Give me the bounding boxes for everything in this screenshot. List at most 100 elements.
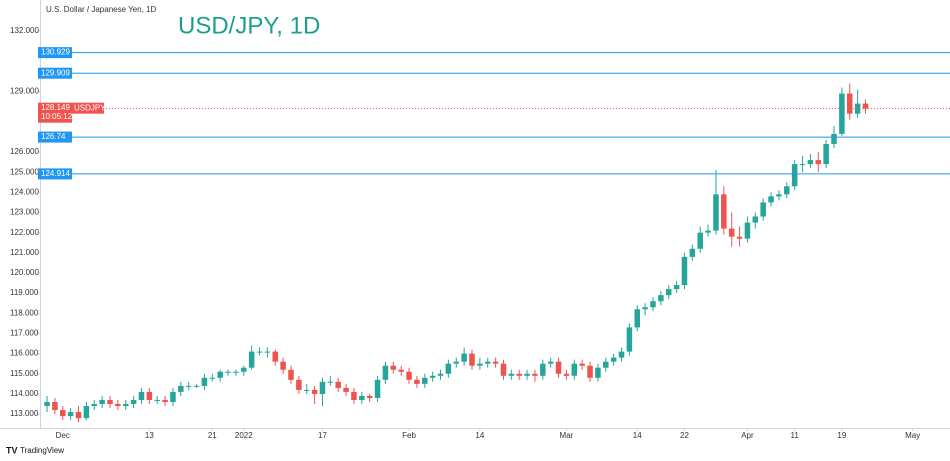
candle <box>799 156 806 173</box>
candle-body <box>217 371 223 378</box>
candle <box>130 395 137 409</box>
candle <box>311 385 318 405</box>
candle <box>422 373 428 388</box>
y-tick-label: 125.000 <box>10 167 39 176</box>
candle <box>170 387 176 407</box>
candle-body <box>587 365 593 378</box>
candle-body <box>115 404 121 407</box>
candle-body <box>343 387 349 392</box>
candle-body <box>209 377 216 379</box>
candle-body <box>610 357 617 362</box>
candle <box>555 357 562 378</box>
candle-body <box>524 373 530 376</box>
candle-body <box>547 361 554 364</box>
candle <box>823 139 829 169</box>
candle <box>272 349 279 366</box>
y-tick-label: 123.000 <box>10 208 39 217</box>
candle-body <box>736 236 743 239</box>
candle <box>445 359 452 378</box>
candle-body <box>744 222 751 239</box>
candle <box>201 373 208 390</box>
candle <box>398 365 404 376</box>
candle-body <box>335 381 341 388</box>
candle-body <box>516 373 522 376</box>
y-tick-label: 121.000 <box>10 248 39 257</box>
candle <box>760 198 766 221</box>
candle <box>807 154 814 169</box>
candle <box>642 303 648 316</box>
brand-name: TradingView <box>20 446 64 455</box>
candle-body <box>406 371 412 380</box>
x-tick-label: 22 <box>680 431 689 440</box>
candle <box>846 83 853 120</box>
candle-body <box>642 307 648 310</box>
candle-body <box>721 194 727 229</box>
candle-body <box>382 365 389 380</box>
candle <box>469 349 475 370</box>
candle-body <box>618 351 625 358</box>
candle-body <box>366 395 373 398</box>
candle <box>603 357 609 372</box>
candle <box>99 395 105 409</box>
candle-body <box>555 361 562 374</box>
candle <box>193 383 200 388</box>
candle-body <box>500 363 507 376</box>
candle <box>713 170 719 235</box>
y-tick-label: 113.000 <box>10 409 39 418</box>
symbol-box <box>72 102 104 114</box>
candle-body <box>831 133 837 144</box>
candle-body <box>60 410 66 417</box>
candle-body <box>138 391 145 400</box>
candle <box>414 375 420 388</box>
level-label: 129.909 <box>41 68 70 77</box>
candle-body <box>429 375 436 378</box>
candle-body <box>784 186 790 195</box>
candle <box>429 371 436 382</box>
level-label-box <box>38 168 72 180</box>
candle-body <box>799 164 806 166</box>
y-tick-label: 120.000 <box>10 268 39 277</box>
level-label: 124.914 <box>41 169 70 178</box>
candle <box>610 353 617 366</box>
candle <box>107 395 113 409</box>
candle <box>547 357 554 368</box>
candle-body <box>288 369 294 380</box>
candle-body <box>705 230 711 233</box>
candle <box>571 359 578 380</box>
candle-body <box>807 160 814 165</box>
candle-body <box>540 363 546 376</box>
y-tick-label: 119.000 <box>10 288 39 297</box>
level-label-box <box>38 131 72 143</box>
candle <box>516 369 522 380</box>
candle <box>359 391 365 405</box>
candle-body <box>130 399 137 405</box>
candle <box>752 212 759 229</box>
candle <box>366 393 373 402</box>
candle <box>162 395 168 407</box>
candle-body <box>776 194 782 197</box>
level-label: 126.74 <box>41 132 66 141</box>
candle-body <box>477 363 483 366</box>
y-tick-label: 115.000 <box>10 369 39 378</box>
candle <box>524 369 530 380</box>
level-label-box <box>38 67 72 79</box>
candle-body <box>303 389 310 391</box>
candle <box>256 347 263 356</box>
candle-body <box>626 327 633 352</box>
y-tick-label: 132.000 <box>10 26 39 35</box>
candle <box>839 87 845 136</box>
candle-body <box>170 391 176 402</box>
candle-body <box>508 373 515 376</box>
candle <box>52 397 58 415</box>
candle <box>540 359 546 380</box>
candle <box>815 152 822 173</box>
candle <box>673 281 680 294</box>
candle <box>178 381 184 396</box>
candle-body <box>241 367 247 372</box>
countdown: 10:05:12 <box>41 112 73 121</box>
x-tick-label: Dec <box>56 431 70 440</box>
candle <box>532 369 538 382</box>
brand-logo: TV <box>6 445 18 455</box>
